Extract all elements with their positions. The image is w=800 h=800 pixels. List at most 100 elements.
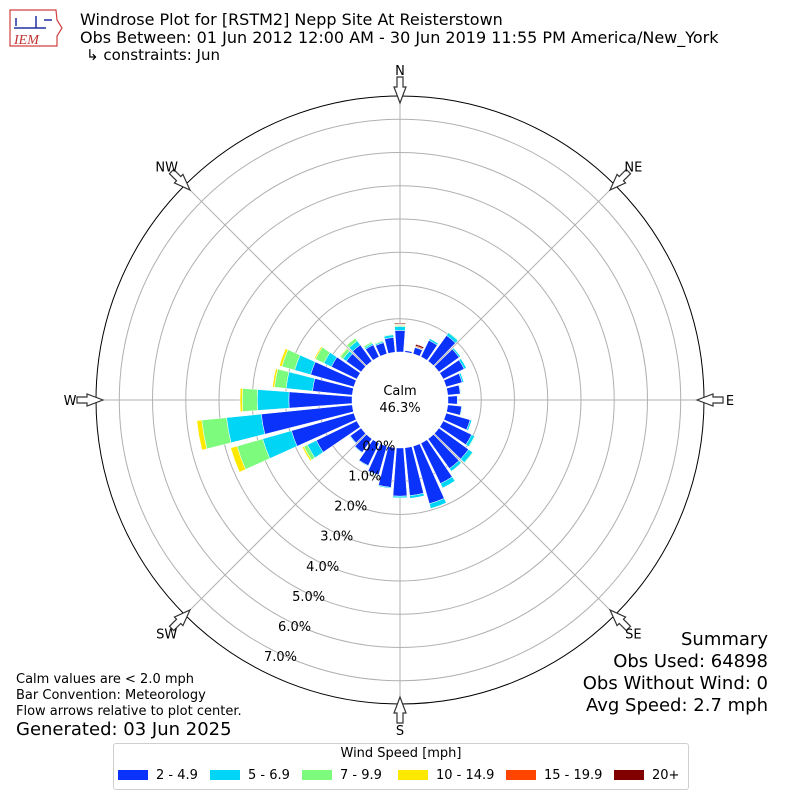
compass-label: SW <box>156 627 177 642</box>
chart-labels: N NE E SE S SW W NW 0.0% 1.0% 2.0% 3.0% 4.0% 5.0% 6.0%… <box>64 64 735 739</box>
windrose-bar-segment <box>196 419 208 451</box>
flow-arrow-icon <box>695 393 724 407</box>
windrose-bar-segment <box>358 459 369 467</box>
grid-spoke <box>433 184 616 367</box>
legend-swatch <box>398 769 428 780</box>
windrose-bar-segment <box>226 413 266 444</box>
flow-arrow-shape <box>76 393 105 407</box>
windrose-bar-segment <box>446 384 461 396</box>
radial-tick-label: 4.0% <box>306 560 339 575</box>
windrose-bar-segment <box>392 447 408 497</box>
calm-disk <box>352 352 448 448</box>
radial-tick-label: 2.0% <box>334 500 367 515</box>
legend-title: Wind Speed [mph] <box>340 746 462 761</box>
radial-tick-label: 7.0% <box>264 650 297 665</box>
windrose-bar-segment <box>451 347 461 358</box>
summary-obs-without-wind: Obs Without Wind: 0 <box>582 673 768 694</box>
grid-spoke <box>184 184 367 367</box>
legend-item: 15 - 19.9 <box>506 768 602 783</box>
legend-label: 20+ <box>652 768 680 783</box>
legend-label: 5 - 6.9 <box>248 768 290 783</box>
flow-arrows <box>76 76 724 724</box>
logo-text: IEM <box>13 33 40 48</box>
windrose-bar-segment <box>349 435 357 444</box>
legend-label: 2 - 4.9 <box>156 768 198 783</box>
flow-arrow-icon <box>608 608 632 632</box>
windrose-bar-segment <box>458 384 462 395</box>
windrose-bar-segment <box>394 330 406 353</box>
windrose-bar-segment <box>468 435 476 448</box>
windrose-bar-segment <box>458 358 467 370</box>
flow-arrow-shape <box>393 76 407 105</box>
legend-item: 20+ <box>614 768 679 783</box>
radial-tick-label: 0.0% <box>362 439 395 454</box>
legend-label: 7 - 9.9 <box>340 768 382 783</box>
logo-state-outline <box>9 9 63 47</box>
windrose-bar-segment <box>278 348 289 367</box>
windrose-bar-segment <box>242 388 258 412</box>
flow-arrow-icon <box>393 695 407 724</box>
flow-arrow-icon <box>76 393 105 407</box>
calm-value: 46.3% <box>379 401 420 416</box>
compass-label: S <box>396 724 404 739</box>
legend-item: 2 - 4.9 <box>118 768 198 783</box>
windrose-bar-segment <box>448 331 459 341</box>
flow-arrow-shape <box>168 608 192 632</box>
windrose-bar-segment <box>429 337 439 344</box>
windrose-bar-segment <box>394 326 406 331</box>
legend-item: 7 - 9.9 <box>302 768 382 783</box>
flow-arrow-icon <box>393 76 407 105</box>
windrose-bar-segment <box>374 340 384 345</box>
radial-tick-label: 6.0% <box>278 620 311 635</box>
legend-item: 5 - 6.9 <box>210 768 290 783</box>
windrose-bar-segment <box>230 445 246 473</box>
legend-swatch <box>210 769 240 780</box>
legend-label: 10 - 14.9 <box>436 768 495 783</box>
flow-arrow-shape <box>608 168 632 192</box>
calm-label: Calm <box>383 384 416 399</box>
windrose-bar-segment <box>392 495 408 499</box>
windrose-bar-segment <box>429 498 447 509</box>
legend-swatch <box>614 769 644 780</box>
windrose-bar-segment <box>272 368 279 388</box>
windrose-bar-segment <box>409 492 425 499</box>
flow-arrows-note: Flow arrows relative to plot center. <box>16 704 242 719</box>
iem-logo: IEM <box>9 9 63 48</box>
windrose-bar-segment <box>239 388 243 412</box>
windrose-bar-segment <box>415 343 425 349</box>
compass-label: SE <box>625 627 641 642</box>
windrose-bars <box>196 322 476 509</box>
windrose-bar-segment <box>313 346 323 360</box>
flow-arrow-shape <box>393 695 407 724</box>
radial-tick-label: 3.0% <box>320 530 353 545</box>
compass-label: E <box>726 394 734 409</box>
chart-subtitle: Obs Between: 01 Jun 2012 12:00 AM - 30 J… <box>80 28 719 47</box>
windrose-bar-segment <box>201 417 232 450</box>
radial-tick-label: 1.0% <box>348 469 381 484</box>
windrose-bar-segment <box>301 446 312 462</box>
windrose-bar-segment <box>442 480 456 489</box>
flow-arrow-shape <box>695 393 724 407</box>
compass-label: W <box>64 394 77 409</box>
compass-label: NW <box>155 161 178 176</box>
legend-swatch <box>118 769 148 780</box>
compass-label: N <box>395 64 405 79</box>
generated-date: Generated: 03 Jun 2025 <box>16 719 232 740</box>
windrose-bar-segment <box>363 341 373 349</box>
flow-arrow-shape <box>608 608 632 632</box>
windrose-bar-segment <box>377 484 392 489</box>
flow-arrow-icon <box>608 168 632 192</box>
logo-wind-lines <box>14 16 52 29</box>
summary-heading: Summary <box>681 629 768 650</box>
radial-tick-label: 5.0% <box>292 590 325 605</box>
legend-swatch <box>506 769 536 780</box>
calm-definition-note: Calm values are < 2.0 mph <box>16 672 195 687</box>
flow-arrow-icon <box>168 608 192 632</box>
windrose-bar-segment <box>456 395 459 405</box>
windrose-bar-segment <box>383 333 394 337</box>
constraints-text: ↳ constraints: Jun <box>86 46 220 64</box>
windrose-bar-segment <box>256 389 290 411</box>
chart-title: Windrose Plot for [RSTM2] Nepp Site At R… <box>80 10 503 29</box>
legend-label: 15 - 19.9 <box>544 768 603 783</box>
